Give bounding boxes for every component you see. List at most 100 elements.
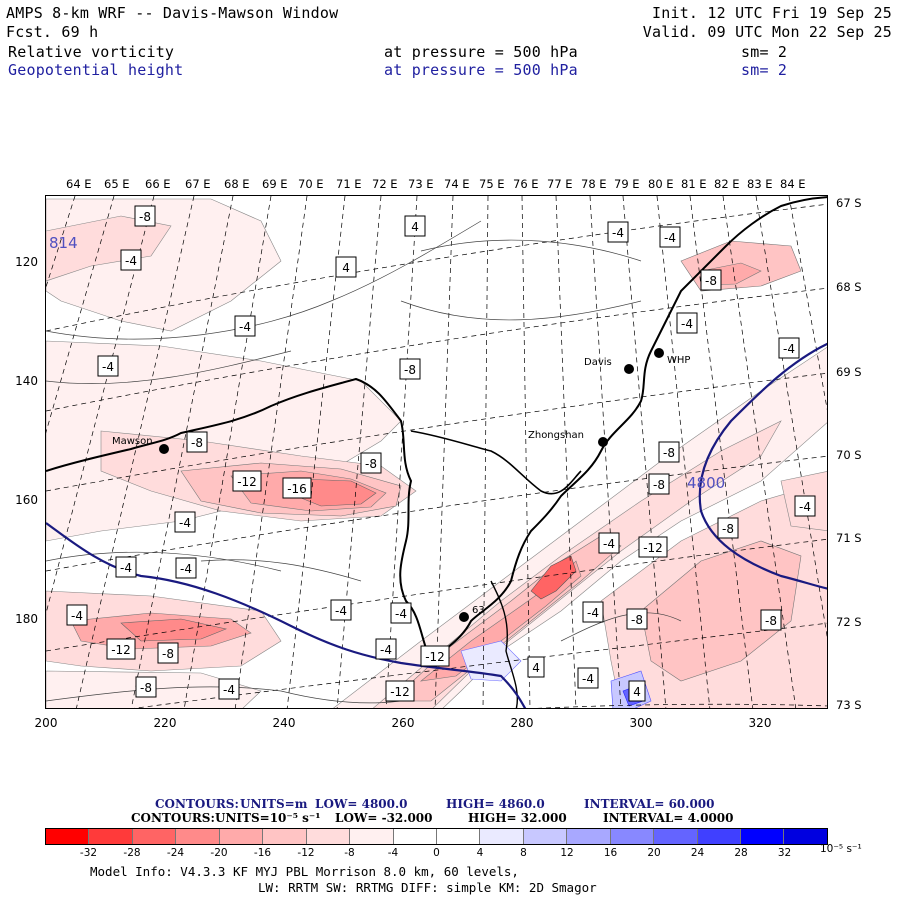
vorticity-label: -4	[603, 537, 615, 551]
coastline	[46, 196, 827, 663]
field1-smoothing: sm= 2	[741, 43, 788, 61]
vorticity-contour-high: HIGH= 32.000	[468, 811, 567, 825]
vorticity-label: -12	[425, 650, 445, 664]
colorbar-tick-label: 16	[603, 847, 618, 859]
lon-label: 83 E	[747, 177, 773, 191]
vorticity-label: -4	[799, 500, 811, 514]
colorbar-swatch	[350, 829, 394, 844]
station-dot	[159, 444, 169, 454]
colorbar-tick-label: 32	[777, 847, 792, 859]
vorticity-label: -4	[223, 683, 235, 697]
vorticity-label: -8	[139, 210, 151, 224]
x-tick-label: 200	[34, 716, 58, 730]
physics-info: LW: RRTM SW: RRTMG DIFF: simple KM: 2D S…	[258, 880, 597, 895]
vorticity-label: -4	[120, 561, 132, 575]
vorticity-label: -8	[722, 522, 734, 536]
colorbar-tick-label: 20	[647, 847, 661, 859]
height-contour-units: UNITS=m	[240, 797, 308, 811]
lat-label: 67 S	[836, 196, 862, 210]
lon-label: 74 E	[444, 177, 470, 191]
vorticity-label: -4	[587, 606, 599, 620]
map-panel: -8 -4 4 -4 4 -4 -8 -4 -4 -4 -8 -12 -16 -…	[45, 195, 828, 709]
colorbar-swatch	[741, 829, 785, 844]
field2-pressure: at pressure = 500 hPa	[384, 61, 578, 79]
init-time: Init. 12 UTC Fri 19 Sep 25	[652, 4, 892, 22]
station-label: 63	[472, 605, 485, 616]
lat-label: 71 S	[836, 531, 862, 545]
lat-label: 72 S	[836, 615, 862, 629]
height-label: 4800	[687, 474, 725, 492]
colorbar-swatch	[436, 829, 481, 844]
lon-label: 81 E	[681, 177, 707, 191]
vorticity-label: -4	[664, 231, 676, 245]
colorbar-tick-label: 12	[560, 847, 574, 859]
lon-label: 68 E	[224, 177, 250, 191]
colorbar-tick-label: 8	[520, 847, 527, 859]
lon-label: 75 E	[479, 177, 505, 191]
height-contour-high: HIGH= 4860.0	[446, 797, 545, 811]
lon-label: 66 E	[145, 177, 171, 191]
colorbar-tick-label: -24	[166, 847, 185, 859]
vorticity-label: -4	[239, 320, 251, 334]
vorticity-contours	[46, 220, 682, 704]
colorbar-swatch	[306, 829, 351, 844]
colorbar-swatch	[523, 829, 568, 844]
colorbar-swatch	[132, 829, 177, 844]
plot-title: AMPS 8-km WRF -- Davis-Mawson Window	[6, 4, 339, 22]
vorticity-label: -8	[653, 478, 665, 492]
colorbar-tick-label: 28	[734, 847, 748, 859]
field1-name: Relative vorticity	[8, 43, 175, 61]
x-tick-label: 320	[748, 716, 772, 730]
station-dot	[654, 348, 664, 358]
model-info: Model Info: V4.3.3 KF MYJ PBL Morrison 8…	[90, 864, 519, 879]
vorticity-contour-interval: INTERVAL= 4.0000	[603, 811, 734, 825]
y-tick-label: 180	[15, 612, 38, 626]
station-dot	[459, 612, 469, 622]
vorticity-label: -8	[404, 363, 416, 377]
lon-label: 72 E	[372, 177, 398, 191]
colorbar-tick-label: 0	[433, 847, 440, 859]
vorticity-label: -4	[380, 643, 392, 657]
height-contour-label: CONTOURS:	[155, 797, 239, 811]
colorbar-swatch	[219, 829, 264, 844]
vorticity-label: -8	[663, 446, 675, 460]
vorticity-label: -4	[102, 360, 114, 374]
vorticity-label: -8	[162, 647, 174, 661]
valid-time: Valid. 09 UTC Mon 22 Sep 25	[642, 23, 892, 41]
lon-label: 69 E	[262, 177, 288, 191]
vorticity-label: -8	[191, 436, 203, 450]
lat-label: 70 S	[836, 448, 862, 462]
colorbar-swatch	[480, 829, 524, 844]
vorticity-label: -4	[125, 254, 137, 268]
field2-name: Geopotential height	[8, 61, 184, 79]
colorbar-swatch	[89, 829, 133, 844]
vorticity-label: -16	[287, 482, 307, 496]
colorbar-tick-label: -20	[210, 847, 228, 859]
vorticity-label: -12	[390, 685, 410, 699]
station-label: Davis	[584, 357, 612, 368]
vorticity-label: -4	[681, 317, 693, 331]
colorbar-tick-label: -28	[123, 847, 141, 859]
vorticity-label: -4	[395, 607, 407, 621]
y-tick-label: 160	[15, 493, 38, 507]
x-tick-label: 280	[510, 716, 534, 730]
colorbar-swatch	[610, 829, 655, 844]
field2-smoothing: sm= 2	[741, 61, 788, 79]
station-label: Zhongshan	[528, 430, 584, 441]
vorticity-contour-units: UNITS=10⁻⁵ s⁻¹	[215, 811, 321, 825]
vorticity-label: -4	[612, 226, 624, 240]
colorbar-tick-label: -4	[387, 847, 399, 859]
colorbar-tick-label: -12	[297, 847, 315, 859]
colorbar-swatch	[697, 829, 741, 844]
vorticity-label: 4	[532, 661, 540, 675]
lon-label: 65 E	[104, 177, 130, 191]
vorticity-label: -8	[705, 274, 717, 288]
height-contour-interval: INTERVAL= 60.000	[584, 797, 715, 811]
vorticity-label: -4	[582, 672, 594, 686]
forecast-hour: Fcst. 69 h	[6, 23, 99, 41]
x-tick-label: 220	[153, 716, 177, 730]
colorbar-swatch	[46, 829, 90, 844]
colorbar-swatch	[263, 829, 307, 844]
vorticity-contour-label: CONTOURS:	[131, 811, 215, 825]
vorticity-colorbar	[45, 828, 828, 845]
